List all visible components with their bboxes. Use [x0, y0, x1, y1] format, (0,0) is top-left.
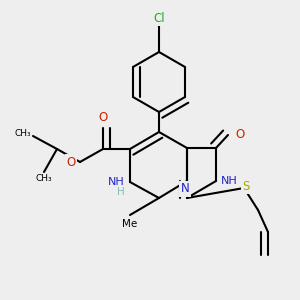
Text: CH₃: CH₃	[36, 174, 52, 183]
Text: CH₃: CH₃	[14, 130, 31, 139]
Text: H: H	[117, 187, 125, 197]
Text: O: O	[67, 155, 76, 169]
Text: O: O	[235, 128, 244, 142]
Text: NH: NH	[221, 176, 238, 186]
Text: S: S	[242, 179, 250, 193]
Text: Me: Me	[122, 219, 138, 229]
Text: O: O	[98, 111, 108, 124]
Text: NH: NH	[108, 177, 125, 187]
Text: Cl: Cl	[153, 11, 165, 25]
Text: N: N	[181, 182, 189, 196]
